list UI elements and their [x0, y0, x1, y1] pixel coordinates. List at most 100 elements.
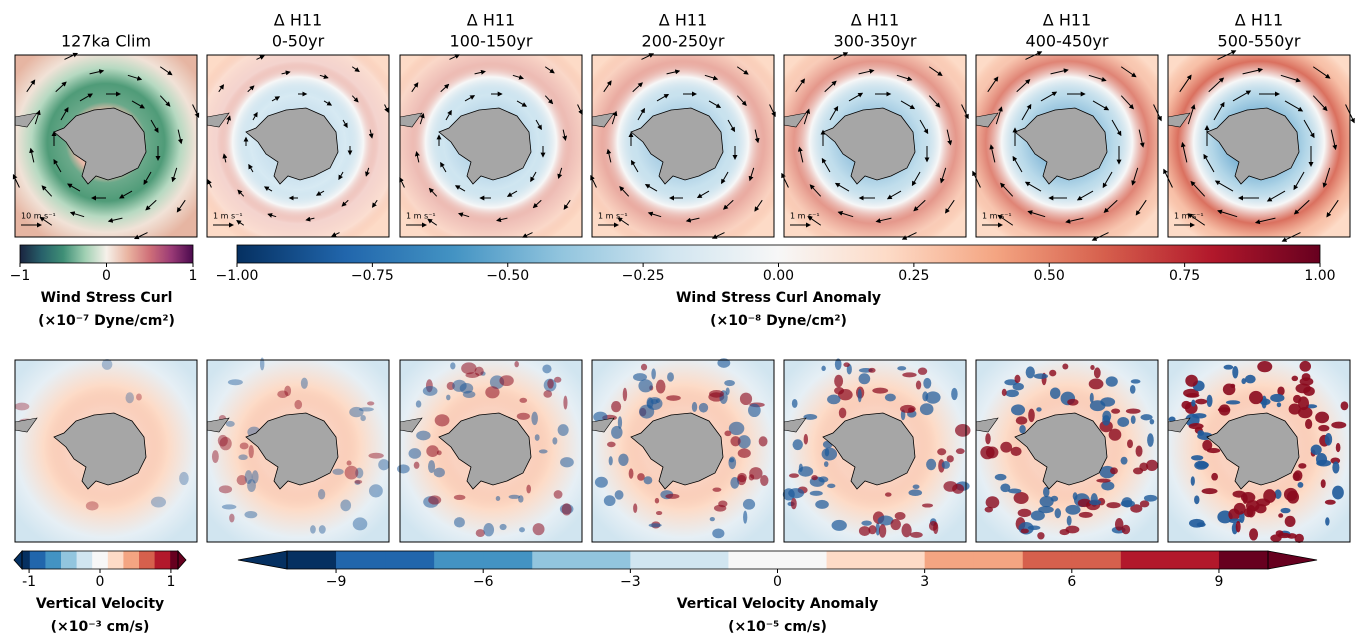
speckle	[1117, 417, 1130, 427]
speckle	[617, 416, 623, 429]
speckle	[1149, 418, 1155, 425]
panel-title: 100-150yr	[450, 32, 533, 51]
wind-arrow	[848, 92, 864, 102]
speckle	[1121, 524, 1131, 535]
speckle	[1101, 481, 1115, 491]
wind-arrow	[961, 104, 969, 120]
wind-arrow	[1312, 95, 1328, 112]
wind-arrow	[1120, 95, 1134, 110]
colorbar-bin	[973, 551, 1024, 569]
vector-key: 1 m s⁻¹	[790, 212, 820, 221]
map-panel: 1 m s⁻¹	[399, 54, 583, 238]
wind-arrow	[34, 109, 41, 125]
wind-arrow	[39, 216, 53, 226]
colorbar-bin	[924, 551, 975, 569]
panel-title: 127ka Clim	[61, 32, 151, 51]
colorbar-bin	[630, 551, 680, 569]
wind-arrow	[656, 93, 670, 102]
speckle	[1143, 494, 1158, 502]
speckle	[532, 523, 545, 536]
map-frame	[1167, 54, 1351, 238]
wind-arrow	[837, 210, 854, 218]
speckle	[277, 390, 289, 398]
wind-arrow	[281, 70, 291, 76]
wind-arrow	[26, 79, 36, 93]
speckle	[792, 439, 803, 451]
speckle	[519, 397, 528, 403]
speckle	[788, 488, 805, 499]
speckle	[834, 374, 844, 388]
wind-arrow	[305, 216, 315, 222]
map-panel	[591, 358, 775, 543]
tick-label: 0	[773, 574, 782, 590]
colorbar-bin	[92, 551, 101, 569]
speckle	[1188, 518, 1205, 528]
speckle	[637, 473, 645, 481]
speckle	[737, 472, 747, 483]
speckle	[1129, 384, 1136, 394]
wind-arrow	[1214, 180, 1234, 192]
speckle	[239, 442, 249, 450]
wind-arrow	[928, 95, 941, 108]
speckle	[1211, 472, 1219, 481]
wind-arrow	[474, 69, 486, 75]
continent	[53, 107, 147, 185]
wind-arrow	[351, 66, 360, 73]
wind-arrow	[248, 163, 254, 173]
speckle	[654, 497, 660, 504]
speckle	[1301, 373, 1311, 382]
wind-arrow	[1111, 119, 1122, 137]
wind-arrow	[496, 217, 508, 223]
speckle	[1011, 404, 1026, 416]
speckle	[655, 398, 660, 404]
colorbar-bin	[581, 551, 631, 569]
wind-arrow	[666, 69, 681, 75]
speckle	[179, 471, 189, 486]
speckle	[951, 387, 958, 401]
wind-arrow	[647, 211, 662, 218]
tick-label: 0.00	[763, 268, 794, 284]
wind-arrow	[252, 111, 258, 121]
speckle	[1261, 395, 1267, 409]
colorbar: −9 −6 −3 0 3 6 9 Vertical Velocity Anomaly (×10⁻…	[237, 550, 1318, 635]
speckle	[1067, 398, 1079, 406]
speckle	[1206, 394, 1213, 407]
speckle	[1298, 463, 1307, 469]
speckle	[367, 401, 375, 406]
colorbar: −1 0 1 Wind Stress Curl (×10⁻⁷ Dyne/cm²)	[10, 244, 197, 329]
wind-arrow	[1016, 79, 1031, 93]
wind-arrow	[807, 216, 822, 226]
speckle	[730, 477, 740, 489]
tick-label: 0	[102, 268, 111, 284]
speckle	[422, 386, 438, 396]
speckle	[1140, 414, 1153, 421]
speckle	[884, 393, 896, 402]
tick-label: 6	[1067, 574, 1076, 590]
wind-arrow	[875, 217, 892, 224]
speckle	[428, 460, 436, 473]
wind-arrow	[704, 74, 719, 81]
speckle	[1089, 392, 1094, 403]
speckle	[1015, 416, 1028, 425]
wind-arrow	[606, 148, 612, 163]
speckle	[1130, 504, 1143, 513]
speckle	[691, 401, 698, 413]
speckle	[1320, 479, 1326, 489]
colorbar-fill	[237, 245, 1320, 263]
panel-title: Δ H11	[1235, 11, 1283, 30]
wind-arrow	[1232, 90, 1252, 102]
wind-arrow	[1179, 74, 1192, 93]
map-frame	[975, 54, 1159, 238]
speckle	[553, 490, 563, 499]
map-frame	[591, 54, 775, 238]
wind-arrow	[1213, 101, 1225, 121]
wind-arrow	[748, 167, 755, 182]
speckle	[428, 495, 442, 505]
colorbar-label: Wind Stress Curl Anomaly	[676, 290, 881, 306]
wind-arrow	[521, 232, 533, 238]
map-frame	[399, 54, 583, 238]
speckle	[413, 461, 420, 469]
wind-arrow	[516, 100, 528, 107]
speckle	[760, 475, 769, 487]
panel-title: Δ H11	[1043, 11, 1091, 30]
